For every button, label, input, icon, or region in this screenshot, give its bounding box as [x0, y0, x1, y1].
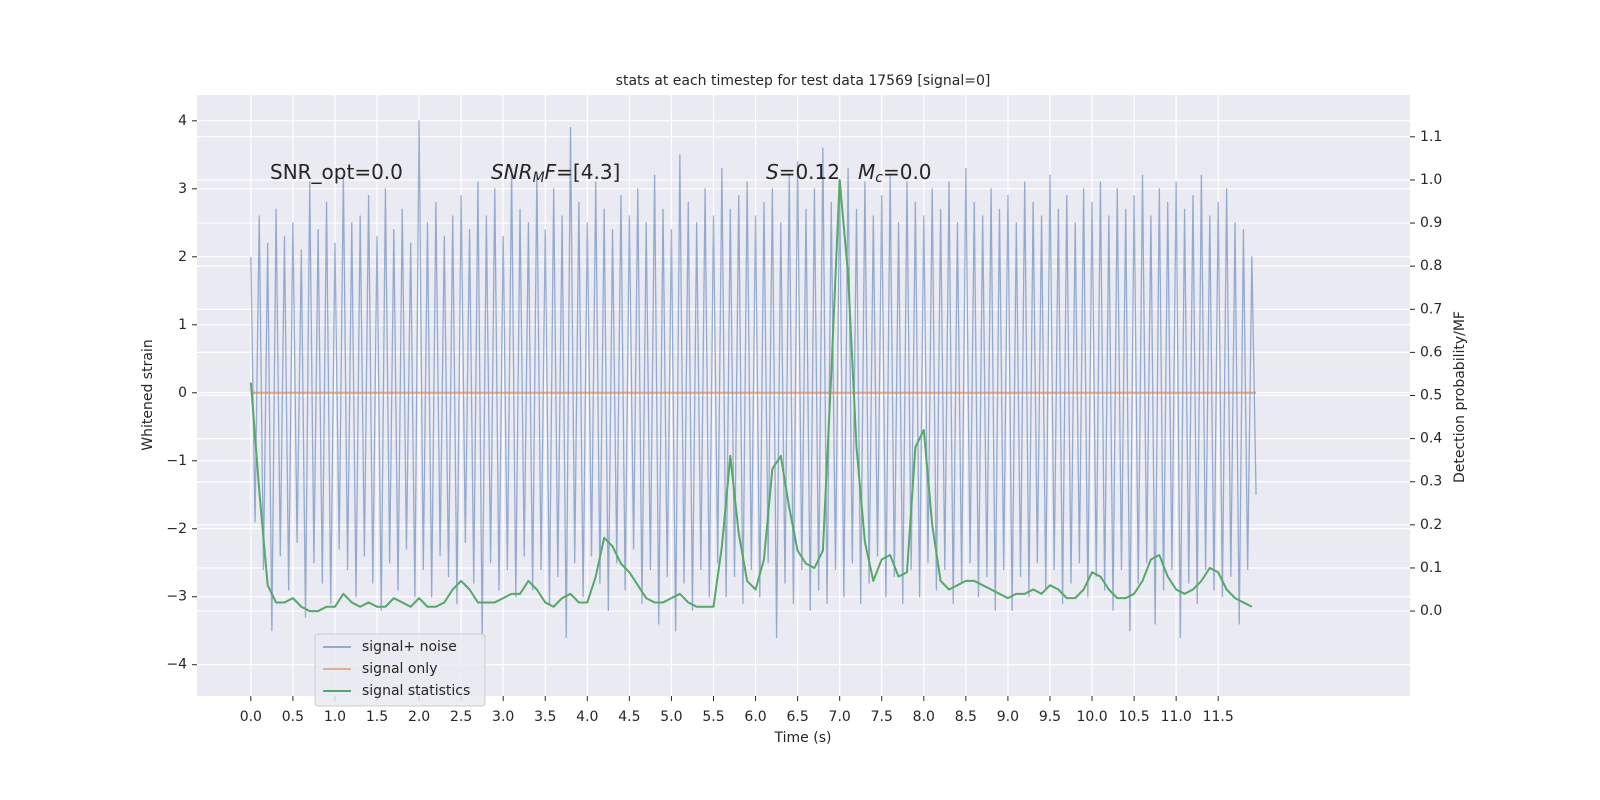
y2-tick-label: 0.6 — [1420, 344, 1442, 360]
y-tick-label: −4 — [166, 657, 187, 673]
x-tick-label: 5.5 — [702, 709, 724, 725]
x-tick-label: 5.0 — [660, 709, 682, 725]
series-line — [249, 178, 1253, 613]
y-tick-label: 1 — [178, 317, 187, 333]
legend-box — [314, 633, 486, 707]
x-axis-label: Time (s) — [774, 730, 832, 746]
legend-label: signal only — [362, 661, 437, 677]
y-axis-label: Whitened strain — [140, 339, 156, 450]
x-tick-label: 7.5 — [871, 709, 893, 725]
x-tick-label: 4.5 — [618, 709, 640, 725]
annotation-part: S — [766, 160, 779, 184]
x-tick-label: 1.5 — [366, 709, 388, 725]
x-tick-label: 3.0 — [492, 709, 514, 725]
y-tick-label: −3 — [166, 589, 187, 605]
y-tick-label: 0 — [178, 385, 187, 401]
annotation-part: SNR_opt=0.0 — [270, 160, 403, 184]
y2-tick-label: 0.9 — [1420, 215, 1442, 231]
annotation: SNRMF=[4.3] — [491, 160, 620, 187]
x-tick-label: 10.0 — [1076, 709, 1107, 725]
x-tick-label: 9.5 — [1039, 709, 1061, 725]
y2-tick-label: 0.7 — [1420, 301, 1442, 317]
x-tick-label: 11.5 — [1203, 709, 1234, 725]
y2-tick-label: 0.1 — [1420, 560, 1442, 576]
y-tick-label: 4 — [178, 113, 187, 129]
annotation: S=0.12 — [766, 160, 840, 184]
x-tick-label: 6.0 — [744, 709, 766, 725]
annotation-part: c — [875, 170, 883, 186]
annotation-part: M — [858, 160, 875, 184]
y-tick-label: 3 — [178, 181, 187, 197]
y2-tick-label: 0.2 — [1420, 517, 1442, 533]
chart-title: stats at each timestep for test data 175… — [616, 73, 991, 89]
y2-axis-label: Detection probability/MF — [1452, 311, 1468, 483]
x-tick-label: 11.0 — [1161, 709, 1192, 725]
x-tick-label: 0.0 — [240, 709, 262, 725]
annotation-part: SNR — [491, 160, 533, 184]
y2-tick-label: 0.5 — [1420, 388, 1442, 404]
annotation-part: =0.0 — [883, 160, 932, 184]
annotation-part: =0.12 — [779, 160, 840, 184]
x-tick-label: 10.5 — [1119, 709, 1150, 725]
annotation-part: =[4.3] — [556, 160, 620, 184]
annotation-part: F — [545, 160, 557, 184]
y2-tick-label: 1.0 — [1420, 172, 1442, 188]
legend: signal+ noise signal only signal statistic… — [314, 633, 486, 707]
x-tick-label: 8.0 — [913, 709, 935, 725]
x-tick-label: 3.5 — [534, 709, 556, 725]
marks — [249, 120, 1257, 639]
y-tick-label: 2 — [178, 249, 187, 265]
grid — [197, 95, 1410, 696]
y-tick-label: −2 — [166, 521, 187, 537]
x-tick-label: 2.0 — [408, 709, 430, 725]
x-tick-label: 0.5 — [282, 709, 304, 725]
legend-label: signal+ noise — [362, 639, 457, 655]
y2-tick-label: 0.3 — [1420, 474, 1442, 490]
y2-tick-label: 0.0 — [1420, 603, 1442, 619]
y2-tick-label: 0.4 — [1420, 431, 1442, 447]
x-tick-label: 9.0 — [997, 709, 1019, 725]
x-tick-label: 8.5 — [955, 709, 977, 725]
y2-tick-label: 1.1 — [1420, 129, 1442, 145]
x-tick-label: 7.0 — [829, 709, 851, 725]
x-tick-label: 4.0 — [576, 709, 598, 725]
annotation: Mc=0.0 — [858, 160, 932, 187]
legend-label: signal statistics — [362, 683, 470, 699]
x-tick-label: 6.5 — [786, 709, 808, 725]
annotation-part: M — [533, 170, 545, 186]
x-tick-label: 2.5 — [450, 709, 472, 725]
y-tick-label: −1 — [166, 453, 187, 469]
x-tick-label: 1.0 — [324, 709, 346, 725]
annotation: SNR_opt=0.0 — [270, 160, 403, 184]
y2-tick-label: 0.8 — [1420, 258, 1442, 274]
